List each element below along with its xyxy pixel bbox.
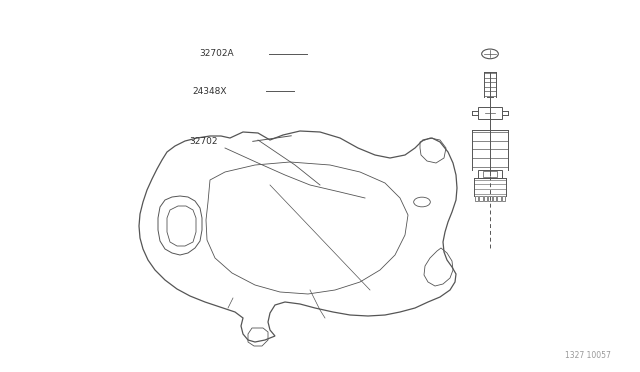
Bar (479, 108, 502, 119)
Text: 1327 10057: 1327 10057 (565, 351, 611, 360)
Text: 32702: 32702 (189, 137, 218, 146)
Text: 32702A: 32702A (199, 49, 234, 58)
Bar (497, 196, 500, 201)
Bar (484, 196, 487, 201)
Text: 24348X: 24348X (193, 87, 227, 96)
Bar (475, 196, 478, 201)
Bar (493, 196, 496, 201)
Bar (483, 171, 497, 177)
Bar (479, 170, 502, 178)
Bar (502, 196, 506, 201)
Bar (479, 196, 483, 201)
Bar (488, 196, 492, 201)
